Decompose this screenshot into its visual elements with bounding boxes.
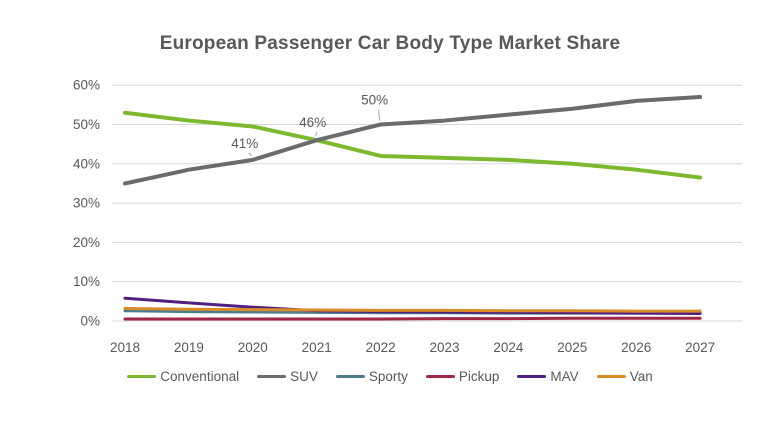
y-axis-tick-label: 60% bbox=[73, 78, 100, 93]
annotation-leader-line bbox=[378, 109, 381, 121]
y-axis-tick-label: 20% bbox=[73, 235, 100, 250]
legend-label: MAV bbox=[550, 369, 579, 384]
x-axis-tick-label: 2026 bbox=[621, 340, 651, 355]
chart-title: European Passenger Car Body Type Market … bbox=[159, 33, 621, 54]
data-label-annotation: 41% bbox=[231, 136, 258, 151]
y-axis-tick-label: 50% bbox=[73, 117, 100, 132]
legend-label: Van bbox=[629, 369, 653, 384]
y-axis-tick-label: 0% bbox=[80, 314, 100, 329]
legend-line-marker-icon bbox=[127, 374, 157, 379]
legend-line-marker-icon bbox=[335, 374, 365, 379]
series-line-suv bbox=[123, 94, 703, 186]
legend-label: Conventional bbox=[160, 369, 240, 384]
legend-line-marker-icon bbox=[596, 374, 626, 379]
legend-line-marker-icon bbox=[425, 374, 455, 379]
legend-item-pickup: Pickup bbox=[425, 369, 500, 384]
y-axis-tick-label: 30% bbox=[73, 196, 100, 211]
y-axis-tick-label: 40% bbox=[73, 156, 100, 171]
legend-line-marker-icon bbox=[517, 374, 547, 379]
x-axis-tick-label: 2027 bbox=[685, 340, 715, 355]
legend-item-sporty: Sporty bbox=[335, 369, 408, 384]
legend-item-mav: MAV bbox=[517, 369, 579, 384]
legend-line-marker-icon bbox=[257, 374, 287, 379]
x-axis-tick-label: 2024 bbox=[493, 340, 524, 355]
legend-label: Pickup bbox=[458, 369, 500, 384]
series-line-conventional bbox=[123, 110, 703, 180]
y-axis-tick-label: 10% bbox=[73, 274, 100, 289]
x-axis-tick-label: 2020 bbox=[238, 340, 268, 355]
legend-item-suv: SUV bbox=[257, 369, 318, 384]
series-line-van bbox=[123, 306, 702, 313]
legend-label: SUV bbox=[290, 369, 318, 384]
chart-legend: Conventional SUV Sporty Pickup MAV Van bbox=[0, 369, 780, 384]
legend-label: Sporty bbox=[368, 369, 408, 384]
x-axis-tick-label: 2021 bbox=[302, 340, 332, 355]
x-axis-tick-label: 2019 bbox=[174, 340, 204, 355]
x-axis-tick-label: 2023 bbox=[429, 340, 459, 355]
x-axis-tick-label: 2018 bbox=[110, 340, 140, 355]
x-axis-tick-label: 2025 bbox=[557, 340, 587, 355]
data-label-annotation: 46% bbox=[299, 115, 326, 130]
data-label-annotation: 50% bbox=[361, 93, 388, 108]
annotation-leader-line bbox=[315, 132, 318, 137]
legend-item-conventional: Conventional bbox=[127, 369, 239, 384]
legend-item-van: Van bbox=[596, 369, 653, 384]
series-line-pickup bbox=[123, 316, 702, 321]
x-axis-tick-label: 2022 bbox=[366, 340, 396, 355]
annotation-leader-line bbox=[248, 152, 253, 157]
